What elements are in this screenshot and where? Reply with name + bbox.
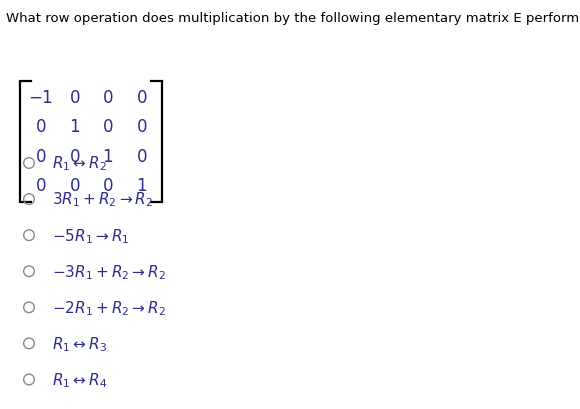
Text: $R_1 \leftrightarrow R_2$: $R_1 \leftrightarrow R_2$: [52, 154, 107, 173]
Text: $1$: $1$: [102, 148, 114, 166]
Text: $1$: $1$: [136, 178, 147, 195]
Text: $0$: $0$: [102, 90, 114, 107]
Text: $0$: $0$: [68, 148, 80, 166]
Text: What row operation does multiplication by the following elementary matrix E perf: What row operation does multiplication b…: [6, 12, 580, 25]
Text: $1$: $1$: [68, 119, 80, 136]
Text: $-4R_1 \rightarrow R_1$: $-4R_1 \rightarrow R_1$: [52, 406, 129, 409]
Text: $0$: $0$: [136, 90, 147, 107]
Text: $-2R_1 + R_2 \rightarrow R_2$: $-2R_1 + R_2 \rightarrow R_2$: [52, 298, 166, 317]
Text: $-5R_1 \rightarrow R_1$: $-5R_1 \rightarrow R_1$: [52, 226, 129, 245]
Text: $0$: $0$: [102, 119, 114, 136]
Text: $R_1 \leftrightarrow R_3$: $R_1 \leftrightarrow R_3$: [52, 334, 107, 353]
Text: $0$: $0$: [102, 178, 114, 195]
Text: $0$: $0$: [68, 90, 80, 107]
Text: $-3R_1 + R_2 \rightarrow R_2$: $-3R_1 + R_2 \rightarrow R_2$: [52, 262, 166, 281]
Text: $R_1 \leftrightarrow R_4$: $R_1 \leftrightarrow R_4$: [52, 370, 107, 389]
Text: $0$: $0$: [136, 119, 147, 136]
Text: $-1$: $-1$: [28, 90, 53, 107]
Text: $0$: $0$: [35, 148, 46, 166]
Text: $3R_1 + R_2 \rightarrow R_2$: $3R_1 + R_2 \rightarrow R_2$: [52, 190, 153, 209]
Text: $0$: $0$: [35, 178, 46, 195]
Text: $0$: $0$: [68, 178, 80, 195]
Text: $0$: $0$: [136, 148, 147, 166]
Text: $0$: $0$: [35, 119, 46, 136]
